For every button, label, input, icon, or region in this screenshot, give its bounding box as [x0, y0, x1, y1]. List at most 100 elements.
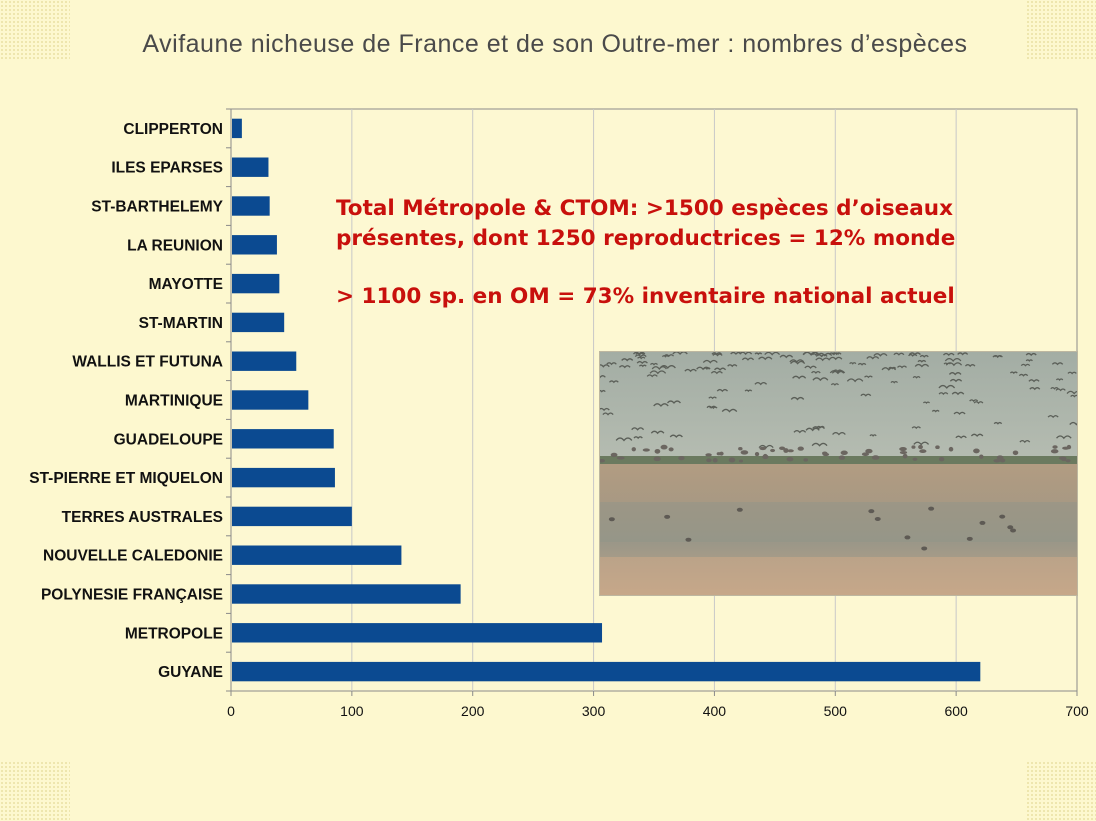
bird-silhouette [893, 352, 905, 356]
bird-silhouette [938, 384, 956, 389]
shore-bird [1061, 457, 1067, 462]
bird-silhouette [754, 381, 768, 386]
shore-bird [840, 450, 848, 456]
bird-silhouette [653, 403, 669, 408]
bar [232, 467, 335, 488]
bird-silhouette [890, 380, 898, 384]
bird-silhouette [1029, 387, 1041, 391]
shore-bird [787, 449, 794, 453]
bird-silhouette [948, 372, 962, 376]
bird-silhouette [793, 429, 807, 434]
shore-bird [739, 459, 744, 463]
bird-silhouette [618, 365, 631, 369]
bird-silhouette [812, 377, 829, 382]
bird-silhouette [869, 434, 877, 437]
x-tick-label: 300 [582, 703, 606, 719]
x-axis-ticks: 0 100 200 300 400 500 600 700 [227, 703, 1089, 719]
bird-silhouette [828, 352, 840, 356]
category-label: ST-BARTHELEMY [91, 199, 223, 216]
bird-silhouette [638, 364, 647, 368]
bird-silhouette [636, 360, 648, 365]
category-label: MARTINIQUE [125, 393, 223, 410]
bird-silhouette [1069, 421, 1077, 426]
wading-bird [904, 535, 911, 540]
bird-silhouette [815, 357, 831, 362]
bird-silhouette [779, 354, 794, 359]
bird-silhouette [663, 354, 675, 358]
bird-silhouette [1051, 362, 1064, 366]
bird-silhouette [764, 352, 781, 356]
shore-bird [678, 456, 685, 461]
shore-bird [783, 448, 789, 453]
bird-silhouette [943, 362, 951, 366]
bird-silhouette [804, 365, 817, 369]
wading-bird [928, 506, 935, 511]
bird-silhouette [633, 436, 643, 440]
bird-silhouette [969, 399, 979, 403]
bird-silhouette [830, 383, 839, 386]
bird-silhouette [864, 375, 873, 379]
shore-bird [654, 448, 661, 454]
wading-bird [1007, 525, 1014, 530]
bird-silhouette [600, 375, 606, 379]
shore-bird [759, 446, 767, 451]
bird-silhouette [754, 352, 763, 356]
bird-silhouette [744, 389, 753, 393]
bird-silhouette [811, 442, 828, 447]
bird-silhouette [897, 365, 907, 369]
bird-silhouette [634, 354, 647, 358]
shore-bird [738, 447, 743, 451]
bird-silhouette [712, 353, 723, 357]
bars [232, 118, 981, 682]
bird-silhouette [1055, 378, 1064, 381]
bird-silhouette [913, 441, 930, 446]
bird-silhouette [1025, 352, 1037, 357]
shore-bird [911, 445, 916, 449]
corner-texture [1026, 761, 1096, 821]
shore-bird [871, 455, 880, 460]
bird-silhouette [992, 355, 1003, 359]
shore-bird [938, 457, 945, 462]
shore-bird [935, 445, 940, 450]
bird-silhouette [730, 352, 742, 356]
bird-silhouette [727, 364, 738, 368]
bird-silhouette [832, 431, 846, 436]
x-tick-label: 700 [1065, 703, 1089, 719]
bird-silhouette [888, 366, 897, 370]
bar [232, 661, 981, 682]
shore-bird [861, 452, 869, 457]
shore-bird [918, 444, 923, 450]
bird-silhouette [1050, 387, 1059, 390]
bird-silhouette [866, 356, 880, 360]
shore-bird [979, 454, 984, 459]
x-tick-label: 500 [824, 703, 848, 719]
wading-bird [874, 517, 881, 522]
corner-texture [0, 0, 70, 60]
shore-bird [631, 447, 636, 452]
shore-bird [653, 456, 661, 462]
bird-silhouette [816, 425, 825, 429]
shore-bird [902, 453, 908, 459]
bird-silhouette [931, 409, 940, 413]
bird-silhouette [600, 389, 606, 393]
bird-silhouette [790, 396, 805, 401]
shore-bird [899, 450, 908, 455]
bird-silhouette [661, 355, 669, 358]
shore-bird [728, 457, 736, 463]
bird-silhouette [721, 408, 738, 413]
wading-bird [999, 514, 1006, 519]
bird-silhouette [1055, 388, 1066, 392]
bird-silhouette [649, 362, 658, 366]
bird-silhouette [637, 356, 646, 360]
bird-silhouette [608, 380, 619, 384]
category-label: ILES EPARSES [111, 160, 223, 177]
bird-silhouette [702, 359, 718, 364]
shore-bird [642, 448, 650, 452]
shore-bird [660, 444, 668, 450]
bird-silhouette [650, 430, 665, 435]
wading-bird [685, 537, 692, 542]
bar [232, 273, 280, 294]
bird-silhouette [860, 393, 872, 397]
bird-silhouette [708, 396, 717, 400]
bird-silhouette [646, 374, 658, 378]
